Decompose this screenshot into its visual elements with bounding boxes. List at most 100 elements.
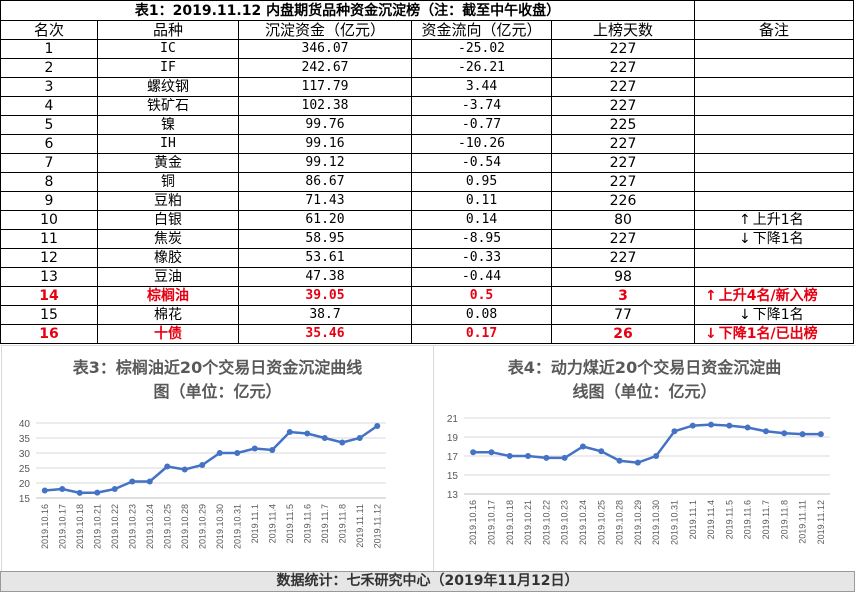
rank-cell: 13 <box>0 267 98 287</box>
data-point <box>76 489 83 496</box>
commodity-cell: 十债 <box>97 324 239 344</box>
amount-cell: 242.67 <box>238 58 412 78</box>
x-tick-label: 2019.11.7 <box>320 504 330 543</box>
data-point <box>129 478 136 485</box>
table-title-blank <box>694 0 854 21</box>
commodity-cell: 铁矿石 <box>97 96 239 116</box>
days-cell: 227 <box>551 77 695 97</box>
palm-oil-chart-title-line1: 表3：棕榈油近20个交易日资金沉淀曲线 <box>72 358 363 377</box>
data-point <box>339 439 346 446</box>
commodity-cell: 黄金 <box>97 153 239 173</box>
flow-cell: -26.21 <box>411 58 552 78</box>
commodity-cell: 橡胶 <box>97 248 239 268</box>
amount-cell: 99.76 <box>238 115 412 135</box>
x-tick-label: 2019.10.22 <box>110 504 120 549</box>
flow-cell: -8.95 <box>411 229 552 249</box>
days-cell: 227 <box>551 58 695 78</box>
x-tick-label: 2019.10.21 <box>523 500 533 545</box>
arrow-down-icon: ↓ <box>739 307 751 323</box>
data-point <box>304 430 311 437</box>
note-text: 上升1名 <box>752 212 804 228</box>
thermal-coal-chart-title-line1: 表4：动力煤近20个交易日资金沉淀曲 <box>507 358 782 377</box>
table-row: 1 IC 346.07 -25.02 227 <box>0 39 854 59</box>
amount-cell: 346.07 <box>238 39 412 59</box>
x-tick-label: 2019.10.29 <box>197 504 207 549</box>
palm-oil-chart-title-line2: 图（单位：亿元） <box>153 382 282 401</box>
y-tick-label: 21 <box>447 414 459 425</box>
flow-cell: 0.95 <box>411 172 552 192</box>
note-cell <box>694 248 854 268</box>
table-row: 15 棉花 38.7 0.08 77 ↓ 下降1名 <box>0 305 854 325</box>
y-tick-label: 13 <box>447 490 459 501</box>
x-tick-label: 2019.10.30 <box>651 500 661 545</box>
x-tick-label: 2019.11.6 <box>743 500 753 539</box>
column-header: 上榜天数 <box>551 20 695 40</box>
table-row: 2 IF 242.67 -26.21 227 <box>0 58 854 78</box>
table-row: 10 白银 61.20 0.14 80 ↑ 上升1名 <box>0 210 854 230</box>
y-tick-label: 30 <box>19 449 31 460</box>
rank-cell: 15 <box>0 305 98 325</box>
series-line <box>473 423 821 464</box>
amount-cell: 99.16 <box>238 134 412 154</box>
table-row: 7 黄金 99.12 -0.54 227 <box>0 153 854 173</box>
rank-cell: 5 <box>0 115 98 135</box>
ranking-table: 表1：2019.11.12 内盘期货品种资金沉淀榜（注：截至中午收盘） 名次 品种… <box>0 0 854 344</box>
data-point <box>234 450 241 456</box>
x-tick-label: 2019.10.31 <box>232 504 242 549</box>
days-cell: 227 <box>551 172 695 192</box>
flow-cell: 3.44 <box>411 77 552 97</box>
data-point <box>634 459 641 466</box>
data-point <box>525 453 532 459</box>
rank-cell: 9 <box>0 191 98 211</box>
commodity-cell: 螺纹钢 <box>97 77 239 97</box>
table-row: 9 豆粕 71.43 0.11 226 <box>0 191 854 211</box>
table-row: 6 IH 99.16 -10.26 227 <box>0 134 854 154</box>
data-point <box>111 486 118 492</box>
rank-cell: 14 <box>0 286 98 306</box>
x-tick-label: 2019.11.8 <box>779 500 789 539</box>
note-cell: ↓ 下降1名/已出榜 <box>694 324 854 344</box>
arrow-up-icon: ↑ <box>705 288 717 304</box>
column-header: 名次 <box>0 20 98 40</box>
commodity-cell: 棕榈油 <box>97 286 239 306</box>
column-header: 备注 <box>694 20 854 40</box>
table-row: 3 螺纹钢 117.79 3.44 227 <box>0 77 854 97</box>
flow-cell: -0.54 <box>411 153 552 173</box>
note-cell <box>694 172 854 192</box>
table-row: 14 棕榈油 39.05 0.5 3 ↑ 上升4名/新入榜 <box>0 286 854 306</box>
x-tick-label: 2019.10.25 <box>162 504 172 549</box>
thermal-coal-chart: 表4：动力煤近20个交易日资金沉淀曲 线图（单位：亿元） 13 15 17 19 21 2… <box>433 345 855 572</box>
data-point <box>689 422 696 429</box>
rank-cell: 16 <box>0 324 98 344</box>
x-tick-label: 2019.10.16 <box>40 504 50 549</box>
data-point <box>94 489 101 496</box>
x-tick-label: 2019.11.6 <box>302 504 312 543</box>
days-cell: 77 <box>551 305 695 325</box>
x-tick-label: 2019.10.28 <box>180 504 190 549</box>
x-tick-label: 2019.11.12 <box>372 504 382 548</box>
data-point <box>164 463 171 470</box>
data-point <box>708 421 715 428</box>
table-row: 12 橡胶 53.61 -0.33 227 <box>0 248 854 268</box>
amount-cell: 86.67 <box>238 172 412 192</box>
days-cell: 227 <box>551 39 695 59</box>
flow-cell: -25.02 <box>411 39 552 59</box>
data-point <box>598 448 605 455</box>
rank-cell: 11 <box>0 229 98 249</box>
days-cell: 26 <box>551 324 695 344</box>
table-title: 表1：2019.11.12 内盘期货品种资金沉淀榜（注：截至中午收盘） <box>0 0 695 21</box>
days-cell: 80 <box>551 210 695 230</box>
x-tick-label: 2019.10.24 <box>578 500 588 545</box>
x-tick-label: 2019.11.11 <box>355 504 365 548</box>
amount-cell: 53.61 <box>238 248 412 268</box>
note-cell <box>694 134 854 154</box>
note-text: 上升4名/新入榜 <box>718 288 818 304</box>
days-cell: 225 <box>551 115 695 135</box>
x-tick-label: 2019.11.7 <box>761 500 771 539</box>
flow-cell: -0.44 <box>411 267 552 287</box>
flow-cell: -0.33 <box>411 248 552 268</box>
x-tick-label: 2019.10.25 <box>596 500 606 545</box>
data-point <box>269 447 276 453</box>
x-tick-label: 2019.10.24 <box>145 504 155 549</box>
